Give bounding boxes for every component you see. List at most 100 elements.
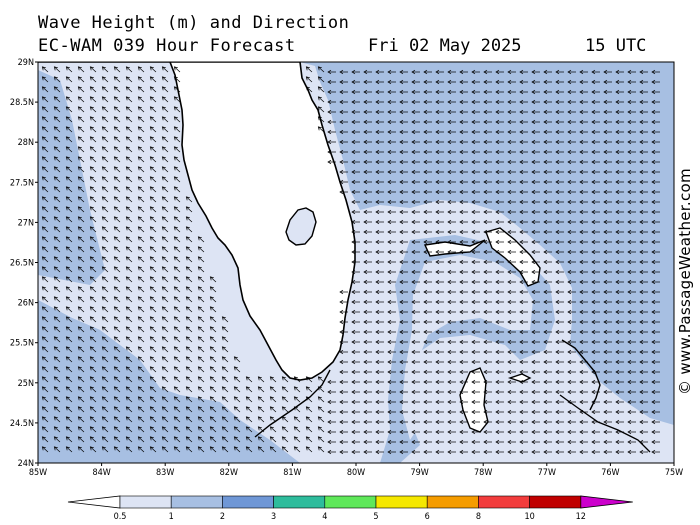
direction-arrow: [90, 436, 97, 443]
direction-arrowhead: [351, 339, 356, 345]
direction-arrowhead: [113, 276, 118, 281]
direction-arrowhead: [65, 166, 70, 171]
direction-arrowhead: [483, 249, 488, 255]
direction-arrowhead: [173, 66, 178, 71]
direction-arrow: [246, 416, 253, 423]
direction-arrowhead: [387, 89, 392, 95]
direction-arrowhead: [293, 376, 298, 381]
direction-arrow: [114, 396, 121, 403]
direction-arrow: [174, 186, 181, 193]
direction-arrowhead: [149, 266, 154, 271]
direction-arrowhead: [411, 199, 416, 205]
direction-arrowhead: [101, 386, 106, 391]
direction-arrowhead: [579, 139, 584, 145]
direction-arrowhead: [507, 369, 512, 375]
direction-arrowhead: [447, 369, 452, 375]
direction-arrowhead: [495, 449, 500, 455]
direction-arrowhead: [161, 386, 166, 391]
direction-arrowhead: [579, 129, 584, 135]
direction-arrowhead: [339, 429, 344, 435]
direction-arrowhead: [603, 399, 608, 405]
direction-arrowhead: [519, 69, 524, 75]
direction-arrowhead: [161, 176, 166, 181]
direction-arrow: [282, 376, 289, 383]
direction-arrowhead: [639, 179, 644, 185]
direction-arrow: [138, 186, 145, 193]
direction-arrowhead: [591, 389, 596, 395]
direction-arrowhead: [293, 406, 298, 411]
direction-arrow: [162, 146, 169, 153]
legend-swatch: [478, 495, 530, 509]
direction-arrowhead: [41, 206, 46, 211]
direction-arrowhead: [375, 139, 380, 145]
direction-arrowhead: [137, 416, 142, 421]
direction-arrow: [114, 106, 121, 113]
direction-arrow: [222, 316, 229, 323]
direction-arrow: [162, 266, 169, 273]
direction-arrowhead: [101, 156, 106, 161]
lon-label: 82W: [220, 468, 238, 478]
direction-arrow: [126, 126, 133, 133]
direction-arrowhead: [579, 329, 584, 335]
direction-arrowhead: [411, 429, 416, 435]
direction-arrowhead: [483, 449, 488, 455]
direction-arrow: [198, 286, 205, 293]
lat-label: 25.5N: [10, 339, 34, 349]
direction-arrow: [102, 206, 109, 213]
direction-arrowhead: [531, 439, 536, 445]
direction-arrowhead: [77, 116, 82, 121]
direction-arrow: [198, 346, 205, 353]
direction-arrowhead: [411, 299, 416, 305]
direction-arrowhead: [101, 346, 106, 351]
direction-arrowhead: [495, 319, 500, 325]
direction-arrowhead: [101, 426, 106, 431]
direction-arrow: [198, 376, 205, 383]
direction-arrow: [138, 136, 145, 143]
direction-arrowhead: [567, 299, 572, 305]
direction-arrowhead: [305, 376, 310, 381]
direction-arrowhead: [185, 386, 190, 391]
direction-arrowhead: [519, 329, 524, 335]
direction-arrow: [66, 356, 73, 363]
direction-arrowhead: [363, 219, 368, 225]
direction-arrowhead: [411, 249, 416, 255]
direction-arrowhead: [77, 176, 82, 181]
lat-axis: 29N28.5N28N27.5N27N26.5N26N25.5N25N24.5N…: [10, 58, 38, 469]
direction-arrowhead: [185, 366, 190, 371]
direction-arrow: [162, 136, 169, 143]
direction-arrowhead: [447, 419, 452, 425]
forecast-time: 15 UTC: [585, 36, 647, 56]
direction-arrowhead: [161, 296, 166, 301]
direction-arrow: [258, 446, 265, 453]
direction-arrowhead: [149, 116, 154, 121]
direction-arrowhead: [281, 446, 286, 451]
direction-arrowhead: [627, 279, 632, 285]
direction-arrowhead: [651, 199, 656, 205]
direction-arrowhead: [603, 249, 608, 255]
direction-arrowhead: [567, 349, 572, 355]
direction-arrowhead: [269, 436, 274, 441]
direction-arrowhead: [317, 446, 322, 451]
direction-arrowhead: [435, 239, 440, 245]
direction-arrowhead: [387, 319, 392, 325]
direction-arrowhead: [387, 189, 392, 195]
direction-arrowhead: [639, 79, 644, 85]
legend-swatch: [375, 495, 428, 509]
direction-arrow: [150, 356, 157, 363]
direction-arrowhead: [305, 426, 310, 431]
direction-arrowhead: [483, 119, 488, 125]
direction-arrowhead: [459, 419, 464, 425]
direction-arrow: [306, 86, 313, 93]
direction-arrowhead: [615, 269, 620, 275]
direction-arrow: [210, 356, 217, 363]
direction-arrowhead: [651, 259, 656, 265]
direction-arrow: [114, 236, 121, 243]
direction-arrowhead: [399, 379, 404, 385]
direction-arrow: [222, 386, 229, 393]
direction-arrowhead: [89, 216, 94, 221]
direction-arrow: [78, 66, 85, 73]
direction-arrowhead: [591, 109, 596, 115]
direction-arrowhead: [363, 449, 368, 455]
direction-arrowhead: [579, 289, 584, 295]
